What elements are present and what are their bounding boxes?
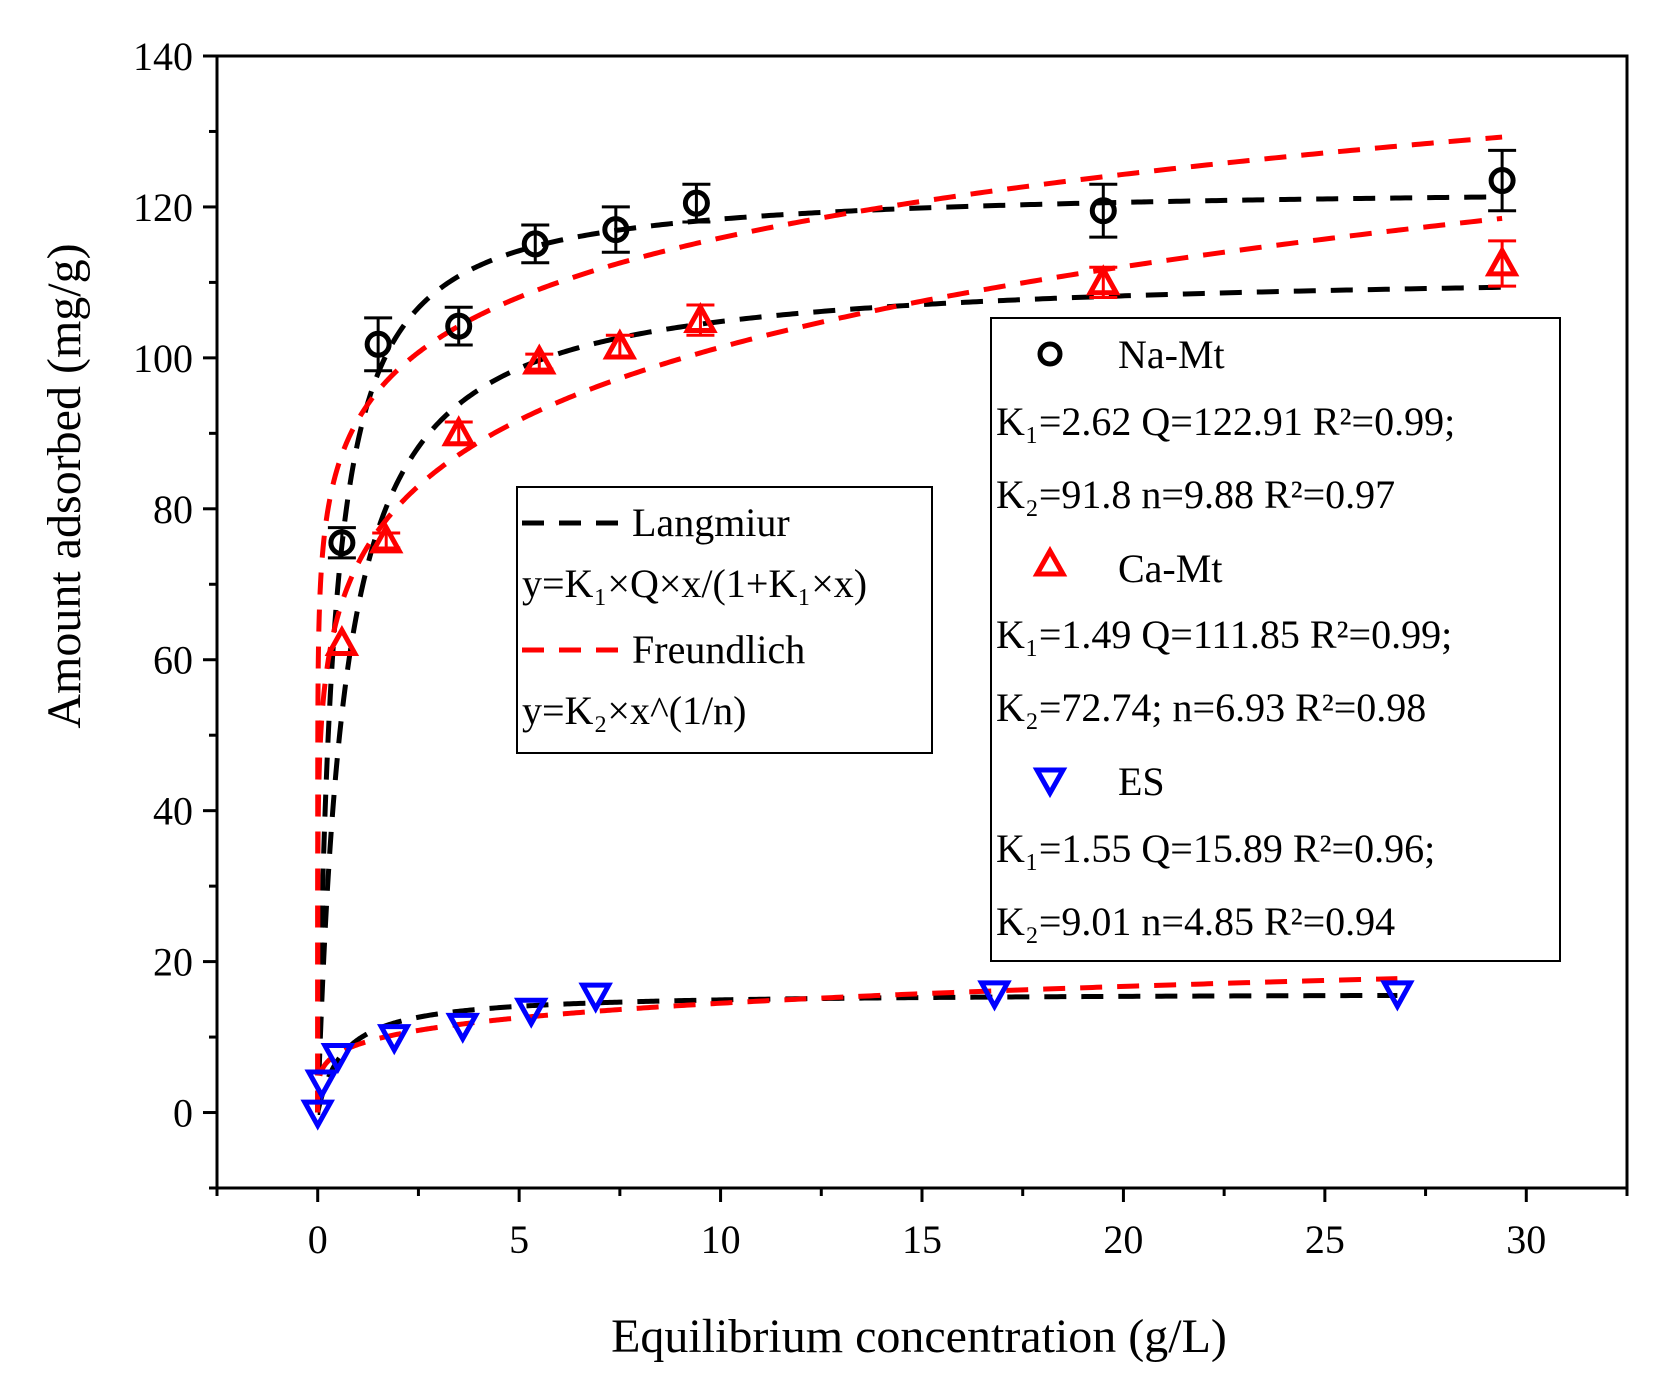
freundlich-fit-na-mt [315, 134, 1503, 1113]
point-es [1380, 980, 1415, 1012]
legend-ca-mt-langmuir: K₁=1.49 Q=111.85 R²=0.99; [996, 612, 1452, 657]
point-ca-mt [522, 343, 557, 375]
point-na-mt [328, 529, 356, 557]
x-tick-label: 10 [701, 1217, 741, 1262]
fit-legend-box [516, 486, 933, 754]
x-tick-label: 30 [1506, 1217, 1546, 1262]
y-tick-label: 20 [153, 940, 193, 985]
y-tick-label: 80 [153, 487, 193, 532]
series-legend: Na-Mt K₁=2.62 Q=122.91 R²=0.99; K₂=91.8 … [990, 317, 1561, 962]
axes: 0 5 10 15 20 25 30 0 20 40 60 80 100 120 140 [133, 34, 1629, 1262]
point-na-mt [364, 330, 392, 358]
y-tick-label: 40 [153, 789, 193, 834]
point-ca-mt [602, 328, 638, 360]
freundlich-fit-es [315, 976, 1398, 1113]
langmuir-legend-label: Langmiur [632, 500, 790, 545]
legend-na-mt-marker [1037, 341, 1063, 367]
point-es [377, 1024, 412, 1056]
point-na-mt [1488, 167, 1516, 195]
freundlich-legend-label: Freundlich [632, 627, 805, 672]
point-es [304, 1069, 339, 1101]
legend-ca-mt-label: Ca-Mt [1118, 546, 1222, 591]
point-ca-mt [1484, 245, 1520, 277]
point-es [300, 1099, 335, 1131]
data-markers [300, 148, 1520, 1131]
legend-na-mt-langmuir: K₁=2.62 Q=122.91 R²=0.99; [996, 399, 1455, 444]
langmuir-fit-es [315, 992, 1398, 1116]
fit-legend: Langmiur y=K₁×Q×x/(1+K₁×x) Freundlich y=… [516, 486, 933, 754]
point-es [977, 980, 1012, 1012]
legend-es-label: ES [1118, 759, 1165, 804]
point-na-mt [521, 230, 549, 258]
legend-na-mt-freundlich: K₂=91.8 n=9.88 R²=0.97 [996, 472, 1395, 517]
point-na-mt [682, 189, 710, 217]
point-ca-mt [441, 415, 476, 447]
point-es [578, 982, 613, 1014]
freundlich-equation: y=K₂×x^(1/n) [522, 688, 746, 733]
y-tick-label: 100 [133, 336, 193, 381]
point-na-mt [445, 312, 473, 340]
point-es [445, 1012, 480, 1044]
point-ca-mt [368, 522, 404, 554]
x-axis-title: Equilibrium concentration (g/L) [611, 1310, 1227, 1363]
x-tick-label: 25 [1305, 1217, 1345, 1262]
y-tick-label: 140 [133, 34, 193, 79]
x-tick-label: 15 [902, 1217, 942, 1262]
y-tick-label: 120 [133, 185, 193, 230]
point-na-mt [1089, 197, 1117, 225]
legend-es-marker [1032, 767, 1068, 799]
point-ca-mt [683, 301, 718, 334]
legend-na-mt-label: Na-Mt [1118, 332, 1225, 377]
y-tick-label: 60 [153, 638, 193, 683]
point-es [513, 997, 549, 1029]
point-ca-mt [1086, 264, 1121, 296]
x-tick-label: 0 [308, 1217, 328, 1262]
legend-ca-mt-marker [1032, 545, 1068, 577]
series-legend-box [990, 317, 1561, 962]
point-na-mt [602, 216, 630, 244]
y-tick-label: 0 [173, 1091, 193, 1136]
langmuir-equation: y=K₁×Q×x/(1+K₁×x) [522, 561, 867, 606]
point-es [320, 1043, 356, 1075]
y-axis-title: Amount adsorbed (mg/g) [38, 243, 91, 728]
x-tick-label: 20 [1103, 1217, 1143, 1262]
legend-es-freundlich: K₂=9.01 n=4.85 R²=0.94 [996, 899, 1395, 944]
point-ca-mt [324, 624, 360, 657]
legend-ca-mt-freundlich: K₂=72.74; n=6.93 R²=0.98 [996, 685, 1426, 730]
x-tick-label: 5 [509, 1217, 529, 1262]
legend-es-langmuir: K₁=1.55 Q=15.89 R²=0.96; [996, 826, 1435, 871]
